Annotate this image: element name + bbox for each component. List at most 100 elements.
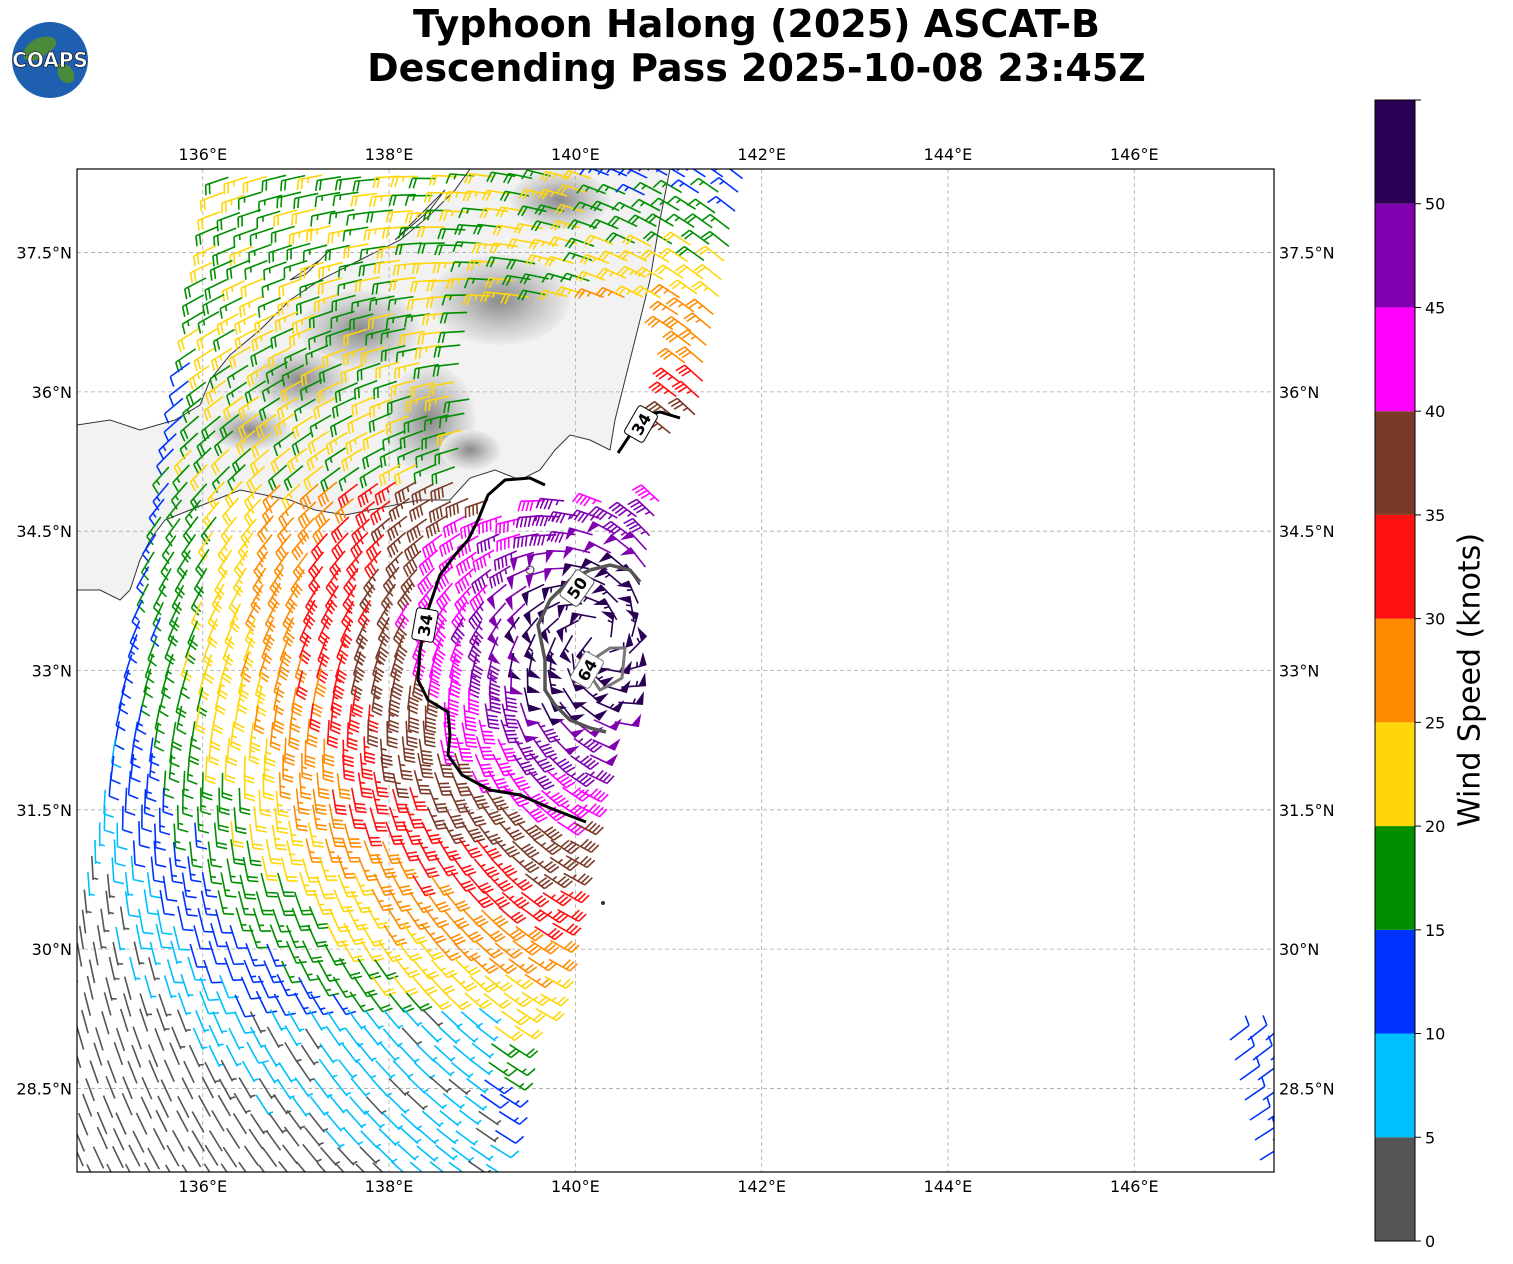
wind-barb — [455, 737, 474, 762]
wind-barb — [96, 1126, 108, 1150]
wind-barb — [182, 789, 194, 818]
lat-tick-label-right: 37.5°N — [1279, 244, 1335, 263]
wind-barb — [490, 857, 518, 877]
wind-barb — [477, 824, 503, 845]
wind-barb — [425, 515, 448, 539]
wind-barb — [242, 856, 259, 883]
wind-barb — [405, 395, 430, 413]
wind-barb — [413, 363, 440, 380]
wind-barb — [201, 872, 218, 898]
wind-barb — [387, 295, 414, 311]
wind-barb — [121, 1092, 133, 1116]
lat-tick-label-left: 36°N — [32, 383, 72, 402]
wind-barb — [185, 381, 207, 407]
lon-tick-label: 140°E — [551, 1177, 600, 1196]
wind-barb — [649, 300, 679, 316]
wind-barb — [613, 285, 644, 298]
wind-barb — [63, 1095, 71, 1118]
wind-barb — [189, 464, 208, 492]
wind-barb — [611, 201, 641, 214]
wind-barb — [40, 1130, 49, 1152]
wind-barb — [478, 515, 503, 535]
wind-barb — [163, 397, 184, 424]
wind-barb — [308, 330, 332, 350]
wind-barb — [652, 367, 681, 384]
wind-barb — [324, 1129, 345, 1149]
wind-barb — [336, 634, 349, 665]
wind-barb — [342, 838, 361, 863]
wind-barb — [256, 210, 281, 229]
wind-barb — [498, 906, 527, 924]
wind-barb — [331, 789, 347, 816]
wind-barb — [238, 1161, 247, 1172]
wind-barb — [334, 497, 355, 524]
wind-barb — [516, 1008, 546, 1023]
wind-barb — [598, 552, 626, 570]
wind-barb — [696, 245, 725, 262]
wind-barb — [181, 1077, 194, 1100]
wind-barb — [521, 583, 545, 607]
wind-barb — [325, 567, 341, 597]
wind-barb — [272, 704, 285, 734]
wind-barb — [314, 501, 334, 528]
wind-barb — [505, 873, 533, 892]
wind-barb — [380, 756, 395, 783]
wind-barb — [631, 484, 660, 502]
wind-barb — [683, 312, 712, 330]
lon-tick-label: 144°E — [924, 145, 973, 164]
wind-barb — [342, 226, 369, 242]
wind-barb — [438, 412, 465, 429]
colorbar-bin — [1375, 1137, 1415, 1241]
wind-barb — [355, 1163, 366, 1172]
wind-barb — [220, 1163, 228, 1172]
wind-barb — [252, 908, 272, 932]
wind-barb — [182, 397, 202, 424]
wind-barb — [261, 378, 284, 402]
wind-barb — [402, 1007, 423, 1027]
wind-barb — [433, 1044, 456, 1063]
page-title: Typhoon Halong (2025) ASCAT-B Descending… — [0, 2, 1513, 90]
wind-barb — [371, 1078, 393, 1098]
wind-barb — [554, 286, 585, 298]
wind-barb — [519, 906, 549, 922]
wind-barb — [269, 721, 281, 751]
wind-barb — [331, 294, 356, 313]
wind-barb — [514, 1025, 544, 1040]
wind-barb — [577, 803, 608, 818]
wind-barb — [253, 806, 268, 833]
wind-barb — [487, 618, 502, 647]
wind-barb — [138, 908, 154, 935]
wind-barb — [394, 481, 417, 505]
wind-barb — [78, 925, 85, 950]
wind-barb — [193, 567, 208, 598]
wind-barb — [428, 789, 449, 813]
wind-barb — [509, 551, 535, 573]
wind-barb — [323, 943, 347, 966]
wind-barb — [92, 1146, 105, 1169]
wind-barb — [616, 595, 635, 621]
wind-barb — [171, 1130, 185, 1152]
wind-barb — [504, 616, 520, 645]
wind-barb — [579, 253, 610, 265]
wind-barb — [526, 668, 541, 693]
wind-barb — [135, 924, 152, 950]
wind-barb — [63, 1012, 69, 1035]
wind-barb — [541, 272, 572, 283]
wind-barb — [391, 873, 414, 896]
wind-barb — [461, 908, 489, 927]
wind-barb — [397, 1143, 420, 1161]
wind-barb — [420, 1024, 443, 1043]
wind-barb — [82, 1093, 93, 1117]
wind-barb — [248, 736, 260, 765]
wind-barb — [227, 464, 246, 491]
wind-barb — [453, 942, 481, 962]
wind-barb — [455, 551, 477, 576]
wind-barb — [103, 806, 115, 835]
wind-barb — [197, 210, 221, 231]
wind-barb — [627, 498, 655, 517]
wind-barb — [299, 261, 325, 280]
wind-barb — [453, 957, 481, 976]
wind-barb — [407, 1076, 429, 1095]
wind-barb — [223, 176, 248, 195]
wind-barb — [390, 175, 418, 188]
